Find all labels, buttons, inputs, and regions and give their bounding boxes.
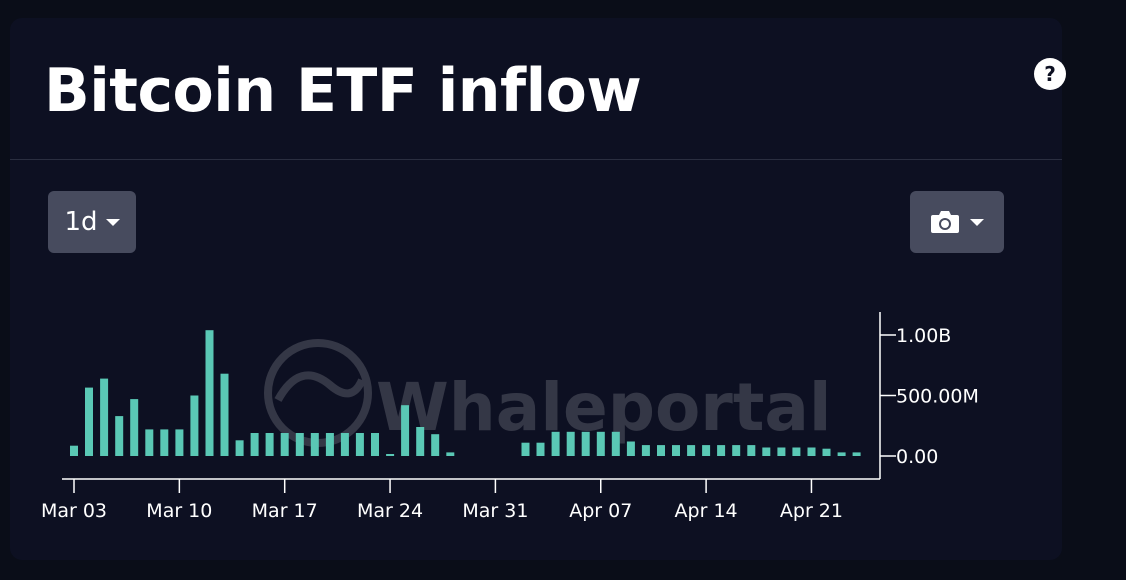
bar	[641, 445, 650, 456]
bar	[702, 445, 711, 456]
y-tick-label: 0.00	[896, 446, 938, 468]
bar	[837, 452, 846, 456]
bar	[310, 433, 319, 456]
bar	[250, 433, 259, 456]
bar	[175, 429, 184, 456]
bar	[611, 431, 620, 456]
bar	[762, 447, 771, 456]
bar	[732, 445, 741, 456]
bar	[687, 445, 696, 456]
watermark: Whaleportal	[264, 339, 832, 447]
bar	[190, 395, 199, 456]
x-tick-label: Mar 17	[252, 500, 318, 522]
bar	[717, 445, 726, 456]
chart-card: Bitcoin ETF inflow	[10, 18, 1062, 560]
bar	[581, 431, 590, 456]
bar	[431, 434, 440, 456]
bar	[657, 445, 665, 456]
bar	[130, 399, 139, 456]
bar	[852, 452, 861, 456]
camera-icon	[931, 211, 959, 233]
bar-series	[70, 330, 861, 456]
bar	[70, 445, 78, 456]
bar	[355, 433, 364, 456]
header-divider	[10, 159, 1062, 160]
bar	[672, 445, 680, 456]
bar	[822, 448, 831, 456]
range-label: 1d	[64, 207, 98, 237]
bar	[340, 433, 349, 456]
bar	[807, 447, 816, 456]
x-tick-label: Apr 14	[675, 500, 738, 522]
x-tick-label: Mar 31	[462, 500, 528, 522]
bar	[446, 452, 455, 456]
bar	[777, 447, 786, 456]
page-title: Bitcoin ETF inflow	[44, 56, 642, 126]
x-tick-label: Mar 24	[357, 500, 423, 522]
chart-axes: Mar 03 Mar 10 Mar 17 Mar 24 Mar 31 Apr 07 Apr …	[41, 312, 979, 522]
bar	[295, 433, 304, 456]
bar	[371, 433, 379, 456]
caret-down-icon	[105, 218, 120, 226]
y-tick-label: 500.00M	[896, 386, 979, 408]
x-tick-label: Mar 10	[146, 500, 212, 522]
bar	[536, 442, 545, 456]
bar	[401, 405, 410, 456]
bar	[325, 433, 334, 456]
bar	[566, 431, 575, 456]
x-tick-label: Mar 03	[41, 500, 107, 522]
whaleportal-logo-icon	[264, 339, 372, 447]
bar	[596, 431, 605, 456]
bar	[85, 387, 93, 456]
bar	[386, 454, 395, 456]
bar	[265, 433, 274, 456]
bar	[100, 378, 109, 456]
export-dropdown-button[interactable]	[910, 191, 1004, 253]
bar	[115, 416, 124, 456]
bar	[792, 447, 801, 456]
y-tick-label: 1.00B	[896, 325, 951, 347]
question-circle-icon[interactable]: ?	[1034, 58, 1066, 90]
bar	[416, 427, 425, 456]
bar	[747, 445, 756, 456]
bar	[220, 373, 229, 456]
bar	[205, 330, 214, 456]
bar	[235, 440, 244, 456]
bar	[521, 442, 530, 456]
range-dropdown-button[interactable]: 1d	[48, 191, 136, 253]
bar	[145, 429, 154, 456]
caret-down-icon	[970, 218, 984, 226]
bar	[280, 433, 289, 456]
x-tick-label: Apr 21	[780, 500, 843, 522]
bar	[626, 441, 635, 456]
x-tick-label: Apr 07	[569, 500, 632, 522]
bar	[551, 431, 560, 456]
bar	[160, 429, 169, 456]
